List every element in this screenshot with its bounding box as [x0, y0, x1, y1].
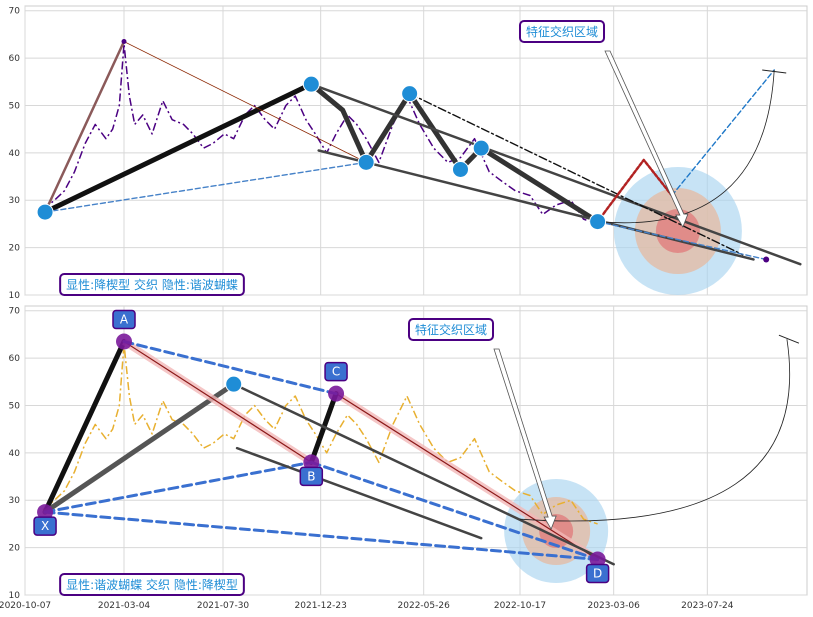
annotation-text: 特征交织区域 [526, 24, 598, 39]
key-point-badge [324, 361, 348, 382]
key-point-label: D [593, 566, 602, 580]
x-tick-label: 2020-10-07 [0, 601, 51, 611]
x-tick-label: 2021-12-23 [295, 601, 347, 611]
x-tick-label: 2021-07-30 [197, 601, 250, 611]
x-tick-label: 2022-10-17 [494, 601, 546, 611]
arc-cap [778, 334, 800, 344]
x-tick-label: 2023-03-06 [588, 601, 641, 611]
key-point [36, 203, 54, 221]
pattern-line [232, 382, 615, 566]
y-tick-label: 30 [9, 196, 21, 206]
arc-curve [519, 339, 791, 522]
pattern-line [42, 81, 314, 215]
annotation-box [518, 20, 606, 43]
key-point [589, 551, 606, 568]
key-point-label: B [307, 469, 315, 483]
annotation-arrow [604, 50, 689, 228]
arc-curve [597, 69, 775, 224]
key-point [303, 454, 320, 471]
key-point [589, 213, 607, 231]
key-point-badge [585, 563, 610, 584]
key-point-badge [112, 309, 136, 330]
x-tick-label: 2023-07-24 [681, 601, 734, 611]
key-point [451, 160, 469, 178]
key-point-label: C [332, 365, 340, 379]
arc-cap [762, 69, 787, 74]
pattern-line [44, 161, 367, 213]
panel-bottom: 10 20 30 40 50 60 70 2020-10-07 2021-03-04 2021-0… [0, 305, 808, 611]
y-tick-label: 40 [9, 449, 21, 459]
pattern-line [317, 149, 755, 261]
pattern-line [335, 393, 598, 560]
footer-label-box [59, 573, 245, 596]
pattern-line [408, 92, 744, 256]
plot-area [24, 305, 808, 596]
key-point-label: X [41, 519, 49, 533]
pattern-line [43, 460, 313, 514]
annotation-text: 特征交织区域 [415, 322, 487, 337]
y-tick-label: 70 [9, 307, 21, 317]
key-point [328, 385, 345, 402]
price-line [42, 343, 598, 525]
key-point-badge [33, 516, 57, 536]
x-tick-label: 2021-03-04 [98, 601, 151, 611]
pattern-line [310, 82, 802, 266]
y-tick-label: 30 [9, 496, 21, 506]
pattern-line [43, 510, 600, 561]
key-point [357, 153, 375, 171]
pattern-line [42, 339, 127, 515]
footer-label: 显性:降楔型 交织 隐性:谐波蝴蝶 [66, 277, 238, 292]
y-tick-label: 10 [9, 291, 21, 301]
pattern-line [309, 460, 600, 561]
y-tick-label: 70 [9, 7, 21, 17]
footer-label: 显性:谐波蝴蝶 交织 隐性:降楔型 [66, 577, 238, 592]
pattern-line [123, 41, 367, 163]
pattern-line [122, 340, 338, 396]
key-point-badge [299, 466, 324, 487]
pattern-line [596, 220, 767, 261]
key-point [401, 85, 419, 103]
x-tick-label: 2022-05-26 [398, 601, 451, 611]
pattern-line [235, 446, 483, 540]
key-point [302, 75, 320, 93]
y-tick-label: 20 [9, 244, 21, 254]
y-tick-label: 60 [9, 54, 21, 64]
key-point [116, 333, 133, 350]
y-tick-label: 50 [9, 101, 21, 111]
pattern-line [43, 40, 126, 214]
pattern-line [671, 69, 775, 197]
end-point [763, 256, 770, 263]
peak-dot [121, 39, 127, 45]
annotation-arrow [493, 348, 557, 530]
key-point [472, 139, 490, 157]
footer-label-box [59, 273, 245, 296]
annotation-box [407, 318, 495, 341]
pattern-line [42, 381, 237, 515]
y-tick-label: 40 [9, 149, 21, 159]
y-tick-label: 10 [9, 591, 21, 601]
key-point-label: A [120, 313, 129, 327]
pattern-line [596, 158, 674, 223]
extra-point [225, 375, 243, 393]
y-tick-label: 50 [9, 401, 21, 411]
y-tick-label: 60 [9, 354, 21, 364]
pattern-line [123, 341, 312, 463]
key-point [37, 504, 54, 521]
y-tick-label: 20 [9, 544, 21, 554]
